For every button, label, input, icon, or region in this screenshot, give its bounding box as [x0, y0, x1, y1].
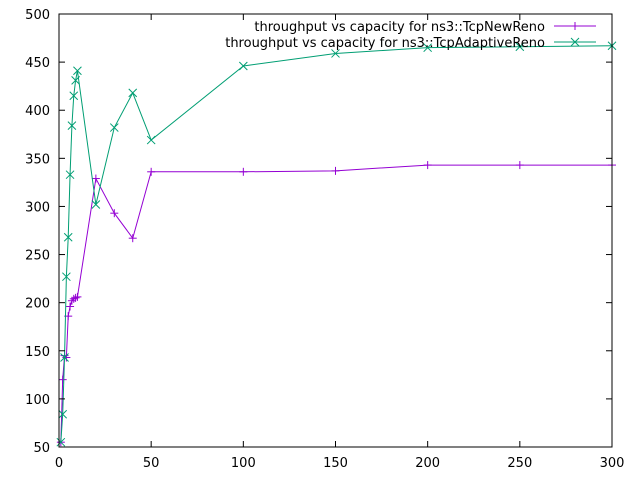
marker-stroke: [73, 66, 82, 76]
y-tick-label: 500: [25, 8, 50, 23]
legend-marker-newreno: [571, 22, 579, 30]
data-point-adaptivereno: [146, 135, 156, 145]
marker-stroke: [515, 42, 525, 52]
data-point-newreno: [515, 161, 524, 170]
data-point-adaptivereno: [58, 409, 68, 419]
y-tick-label: 400: [25, 104, 50, 119]
marker-stroke: [146, 135, 156, 145]
data-point-adaptivereno: [423, 43, 433, 53]
data-point-adaptivereno: [515, 42, 525, 52]
data-point-adaptivereno: [128, 88, 138, 98]
data-point-adaptivereno: [109, 123, 119, 132]
marker-stroke: [91, 200, 101, 209]
marker-stroke: [570, 37, 580, 47]
marker-stroke: [62, 272, 71, 282]
x-tick-label: 0: [55, 456, 63, 471]
y-tick-label: 350: [25, 152, 50, 167]
marker-stroke: [56, 437, 66, 447]
marker-stroke: [128, 88, 138, 98]
series-line-adaptivereno: [60, 45, 613, 443]
data-point-adaptivereno: [69, 91, 79, 101]
x-tick-label: 250: [507, 456, 532, 471]
data-point-newreno: [69, 294, 78, 303]
data-point-adaptivereno: [91, 200, 101, 209]
marker-stroke: [423, 43, 433, 53]
data-point-newreno: [71, 293, 80, 302]
data-point-adaptivereno: [67, 121, 77, 130]
data-point-adaptivereno: [63, 232, 73, 242]
data-point-adaptivereno: [331, 49, 340, 58]
data-point-adaptivereno: [238, 61, 248, 71]
data-point-newreno: [128, 234, 137, 243]
data-point-newreno: [91, 174, 100, 183]
marker-stroke: [238, 61, 248, 71]
data-point-newreno: [58, 375, 67, 384]
series-line-newreno: [60, 164, 612, 443]
y-tick-label: 100: [25, 393, 50, 408]
data-point-newreno: [239, 167, 248, 176]
marker-stroke: [63, 232, 73, 242]
legend-label-adaptivereno: throughput vs capacity for ns3::TcpAdapt…: [225, 36, 545, 51]
x-tick-label: 200: [415, 456, 440, 471]
data-point-newreno: [331, 166, 340, 175]
x-tick-label: 100: [231, 456, 256, 471]
marker-stroke: [109, 123, 119, 132]
x-tick-label: 50: [143, 456, 160, 471]
marker-stroke: [58, 409, 68, 419]
plot-area: [56, 41, 617, 447]
data-point-adaptivereno: [62, 272, 71, 282]
axes: 0 50 100 150 200 250 300 50 100 150 200 250 300 350 40…: [25, 8, 624, 471]
data-point-adaptivereno: [65, 170, 75, 180]
marker-stroke: [65, 170, 75, 180]
data-point-adaptivereno: [56, 437, 66, 447]
y-tick-label: 450: [25, 56, 50, 71]
data-point-newreno: [110, 209, 119, 218]
x-tick-label: 150: [323, 456, 348, 471]
legend-label-newreno: throughput vs capacity for ns3::TcpNewRe…: [254, 20, 545, 35]
y-tick-label: 250: [25, 249, 50, 264]
data-point-newreno: [423, 161, 432, 170]
data-point-adaptivereno: [71, 76, 80, 85]
y-tick-label: 200: [25, 297, 50, 312]
marker-stroke: [71, 76, 80, 85]
y-tick-label: 50: [33, 441, 50, 456]
data-point-newreno: [62, 353, 71, 362]
data-point-newreno: [147, 167, 156, 176]
x-tick-label: 300: [600, 456, 625, 471]
marker-stroke: [60, 353, 69, 362]
marker-stroke: [67, 121, 77, 130]
y-tick-label: 150: [25, 345, 50, 360]
marker-stroke: [69, 91, 79, 101]
data-point-adaptivereno: [60, 353, 69, 362]
legend: throughput vs capacity for ns3::TcpNewRe…: [225, 20, 596, 51]
data-point-newreno: [73, 292, 82, 301]
plot-frame: [58, 13, 613, 448]
marker-stroke: [331, 49, 340, 58]
data-point-adaptivereno: [73, 66, 82, 76]
legend-marker-adaptivereno: [570, 37, 580, 47]
y-tick-label: 300: [25, 200, 50, 215]
data-point-newreno: [66, 302, 75, 311]
